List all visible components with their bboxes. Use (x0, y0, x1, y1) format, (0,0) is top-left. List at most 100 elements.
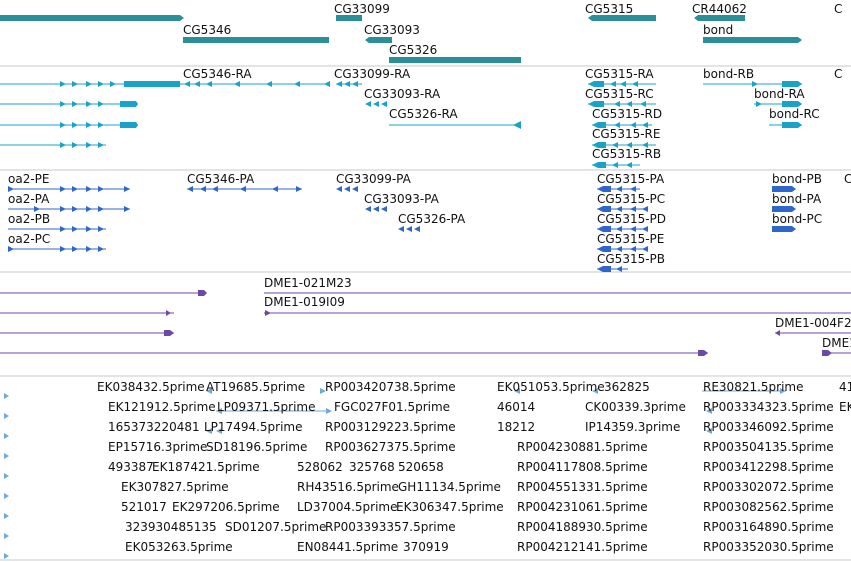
est-label[interactable]: SD01207.5prime (225, 520, 326, 534)
transcript-label[interactable]: bond-RA (754, 87, 805, 101)
transcript-label[interactable]: CG33093-RA (364, 87, 441, 101)
est-label[interactable]: EK038432.5prime (97, 380, 205, 394)
clone-label[interactable]: DME1 (822, 336, 851, 350)
protein-label[interactable]: CG5315-PD (597, 212, 666, 226)
transcript-label[interactable]: CG33099-RA (334, 67, 411, 81)
clone-label[interactable]: DME1-021M23 (264, 276, 352, 290)
gene-feature[interactable] (694, 15, 745, 21)
est-label[interactable]: LD37004.5prime (297, 500, 398, 514)
est-label[interactable]: RP003393357.5prime (325, 520, 456, 534)
est-label[interactable]: RP003420738.5prime (325, 380, 456, 394)
est-label[interactable]: LP17494.5prime (204, 420, 303, 434)
est-label[interactable]: 521017 (121, 500, 167, 514)
transcript-label[interactable]: C (834, 67, 842, 81)
est-label[interactable]: RP004117808.5prime (517, 460, 648, 474)
est-label[interactable]: RP004230881.5prime (517, 440, 648, 454)
est-label[interactable]: 323930485135 (125, 520, 217, 534)
est-label[interactable]: RP003627375.5prime (325, 440, 456, 454)
transcript-label[interactable]: bond-RB (703, 67, 754, 81)
est-label[interactable]: AT19685.5prime (206, 380, 305, 394)
transcript-label[interactable]: bond-RC (769, 107, 820, 121)
est-label[interactable]: SD18196.5prime (206, 440, 307, 454)
gene-label[interactable]: CR44062 (692, 2, 747, 16)
protein-label[interactable]: CG5346-PA (187, 172, 255, 186)
est-label[interactable]: 362825 (604, 380, 650, 394)
transcript-label[interactable]: CG5315-RA (585, 67, 654, 81)
est-label[interactable]: RP003334323.5prime (703, 400, 834, 414)
est-label[interactable]: EK306347.5prime (396, 500, 504, 514)
est-label[interactable]: RP003302072.5prime (703, 480, 834, 494)
est-label[interactable]: 528062 (297, 460, 343, 474)
transcript-label[interactable]: CG5315-RE (592, 127, 660, 141)
protein-label[interactable]: bond-PA (772, 192, 822, 206)
gene-label[interactable]: CG33093 (364, 23, 420, 37)
est-label[interactable]: EN08441.5prime (297, 540, 398, 554)
protein-label[interactable]: oa2-PA (8, 192, 50, 206)
transcript-label[interactable]: CG5346-RA (183, 67, 252, 81)
gene-feature[interactable] (183, 37, 329, 43)
transcript-label[interactable]: CG5315-RD (592, 107, 662, 121)
protein-label[interactable]: oa2-PE (8, 172, 49, 186)
gene-label[interactable]: CG33099 (334, 2, 390, 16)
est-label[interactable]: EK297206.5prime (172, 500, 280, 514)
est-label[interactable]: CK00339.3prime (585, 400, 686, 414)
gene-label[interactable]: CG5315 (585, 2, 633, 16)
est-label[interactable]: EK (839, 400, 851, 414)
transcript-label[interactable]: CG5315-RC (585, 87, 654, 101)
est-label[interactable]: RP003346092.5prime (703, 420, 834, 434)
est-label[interactable]: LP09371.5prime (217, 400, 316, 414)
gene-label[interactable]: C (834, 2, 842, 16)
est-label[interactable]: EK307827.5prime (121, 480, 229, 494)
est-label[interactable]: RP004212141.5prime (517, 540, 648, 554)
est-label[interactable]: RP004188930.5prime (517, 520, 648, 534)
gene-feature[interactable] (336, 15, 362, 21)
est-label[interactable]: RH43516.5prime (297, 480, 399, 494)
est-label[interactable]: EK051053.5prime (497, 380, 605, 394)
gene-feature[interactable] (0, 15, 184, 21)
est-label[interactable]: RE30821.5prime (703, 380, 804, 394)
est-label[interactable]: RP003082562.5prime (703, 500, 834, 514)
est-label[interactable]: EK053263.5prime (125, 540, 233, 554)
protein-label[interactable]: CG33093-PA (364, 192, 440, 206)
transcript-label[interactable]: CG5315-RB (592, 147, 661, 161)
protein-label[interactable]: CG5315-PB (597, 252, 665, 266)
gene-label[interactable]: CG5346 (183, 23, 231, 37)
est-label[interactable]: RP003504135.5prime (703, 440, 834, 454)
est-label[interactable]: RP003129223.5prime (325, 420, 456, 434)
est-label[interactable]: 493387 (108, 460, 154, 474)
est-label[interactable]: GH11134.5prime (398, 480, 501, 494)
protein-label[interactable]: bond-PB (772, 172, 822, 186)
est-label[interactable]: 165373220481 (108, 420, 200, 434)
est-label[interactable]: 370919 (403, 540, 449, 554)
est-label[interactable]: RP003352030.5prime (703, 540, 834, 554)
est-label[interactable]: EK187421.5prime (152, 460, 260, 474)
est-label[interactable]: 520658 (398, 460, 444, 474)
est-label[interactable]: EK121912.5prime (108, 400, 216, 414)
gene-feature[interactable] (703, 37, 802, 43)
protein-label[interactable]: CG5315-PA (597, 172, 665, 186)
clone-label[interactable]: DME1-004F2 (775, 316, 851, 330)
protein-label[interactable]: bond-PC (772, 212, 822, 226)
est-label[interactable]: 41 (839, 380, 851, 394)
gene-label[interactable]: bond (703, 23, 733, 37)
protein-label[interactable]: oa2-PC (8, 232, 50, 246)
est-label[interactable]: 325768 (349, 460, 395, 474)
gene-feature[interactable] (389, 57, 521, 63)
est-label[interactable]: IP14359.3prime (585, 420, 680, 434)
gene-feature[interactable] (365, 37, 392, 43)
est-label[interactable]: 46014 (497, 400, 535, 414)
protein-label[interactable]: CG33099-PA (336, 172, 412, 186)
protein-label[interactable]: CG5315-PC (597, 192, 665, 206)
transcript-label[interactable]: CG5326-RA (389, 107, 458, 121)
gene-label[interactable]: CG5326 (389, 43, 437, 57)
est-label[interactable]: RP003412298.5prime (703, 460, 834, 474)
est-label[interactable]: EP15716.3prime (108, 440, 207, 454)
protein-label[interactable]: C (844, 172, 851, 186)
protein-label[interactable]: oa2-PB (8, 212, 50, 226)
est-label[interactable]: RP003164890.5prime (703, 520, 834, 534)
exon[interactable] (124, 81, 180, 87)
est-label[interactable]: RP004231061.5prime (517, 500, 648, 514)
clone-end[interactable] (198, 290, 207, 296)
est-label[interactable]: RP004551331.5prime (517, 480, 648, 494)
est-label[interactable]: 18212 (497, 420, 535, 434)
